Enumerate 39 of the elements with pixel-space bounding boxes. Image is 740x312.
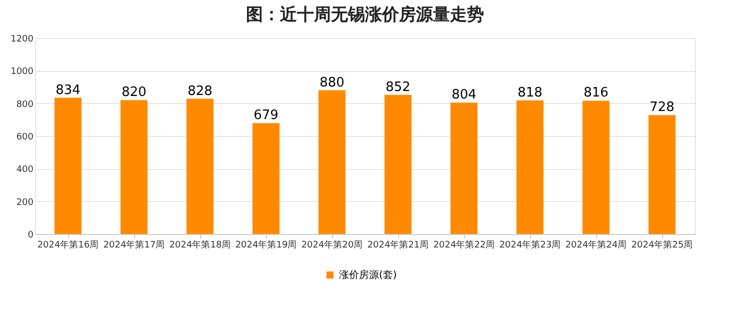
- y-tick-label: 1200: [10, 34, 34, 44]
- x-tick-label: 2024年第20周: [301, 240, 363, 250]
- bar: [450, 102, 478, 234]
- bar: [252, 123, 280, 234]
- y-tick-label: 800: [16, 100, 34, 110]
- bar: [516, 100, 544, 234]
- x-tick-label: 2024年第21周: [367, 240, 429, 250]
- bar: [384, 94, 412, 234]
- y-tick-label: 0: [28, 230, 34, 240]
- bar: [648, 115, 676, 234]
- chart-title: 图：近十周无锡涨价房源量走势: [246, 5, 484, 25]
- data-label: 679: [254, 108, 278, 124]
- bar: [54, 98, 82, 234]
- data-label: 880: [320, 75, 344, 90]
- data-label: 852: [386, 80, 410, 95]
- x-tick-label: 2024年第19周: [235, 240, 297, 250]
- bar: [582, 100, 610, 234]
- y-tick-label: 1000: [10, 67, 34, 78]
- bar: [186, 98, 214, 234]
- data-label: 728: [650, 100, 674, 116]
- bar: [318, 90, 346, 234]
- x-tick-label: 2024年第17周: [103, 240, 165, 250]
- legend-label: 涨价房源(套): [339, 269, 397, 281]
- y-tick-label: 200: [16, 198, 34, 208]
- data-label: 816: [584, 86, 608, 101]
- x-tick-label: 2024年第24周: [565, 240, 627, 250]
- data-label: 828: [188, 84, 212, 99]
- x-tick-label: 2024年第16周: [37, 240, 99, 250]
- y-tick-label: 400: [16, 165, 34, 176]
- y-tick-label: 600: [16, 132, 34, 142]
- data-label: 820: [122, 85, 146, 100]
- bar: [120, 100, 148, 234]
- x-tick-label: 2024年第18周: [169, 240, 231, 250]
- data-label: 834: [56, 82, 80, 98]
- x-tick-label: 2024年第22周: [433, 240, 495, 250]
- data-label: 804: [452, 88, 476, 103]
- data-label: 818: [518, 85, 542, 100]
- x-tick-label: 2024年第23周: [499, 240, 561, 250]
- x-tick-label: 2024年第25周: [631, 240, 693, 250]
